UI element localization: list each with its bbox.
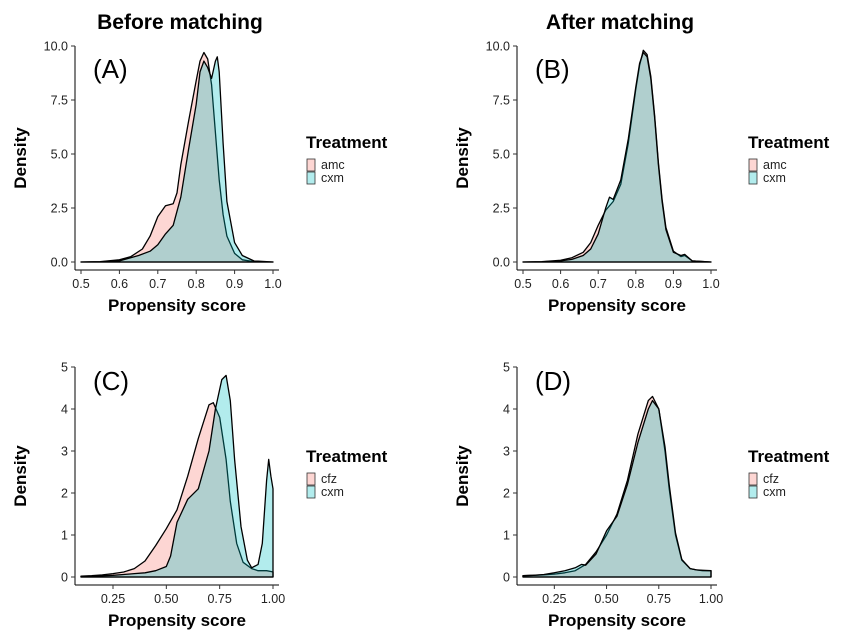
density-area-amc — [80, 51, 274, 263]
x-tick-label: 1.00 — [261, 592, 285, 606]
density-area-cxm — [522, 51, 712, 263]
x-tick-label: 0.9 — [665, 277, 682, 291]
y-tick-label: 0 — [503, 571, 510, 585]
y-tick-label: 5.0 — [493, 148, 510, 162]
legend-label-cfz: cfz — [321, 472, 337, 486]
legend-key-cfz — [306, 472, 316, 486]
y-tick-label: 0.0 — [51, 256, 68, 270]
x-tick-label: 0.75 — [647, 592, 671, 606]
y-tick-label: 3 — [503, 445, 510, 459]
x-tick-label: 0.8 — [188, 277, 205, 291]
y-tick-label: 10.0 — [486, 40, 510, 54]
y-tick-label: 0 — [61, 571, 68, 585]
x-axis-title: Propensity score — [548, 296, 686, 315]
legend-title: Treatment — [748, 133, 830, 152]
panel-c: 0.25 0.50 0.75 1.00 0 1 2 3 4 5 Propensity score De… — [11, 361, 388, 631]
y-tick-label: 5 — [61, 361, 68, 375]
legend-key-cxm — [306, 485, 316, 499]
panel-label: (B) — [535, 54, 570, 84]
x-tick-label: 1.0 — [264, 277, 281, 291]
legend-title: Treatment — [306, 447, 388, 466]
x-tick-label: 0.7 — [590, 277, 607, 291]
y-tick-label: 2 — [503, 487, 510, 501]
y-tick-label: 2.5 — [493, 202, 510, 216]
legend-key-cxm — [748, 485, 758, 499]
legend-label-cxm: cxm — [763, 485, 786, 499]
x-tick-label: 0.6 — [552, 277, 569, 291]
legend-key-cfz — [748, 472, 758, 486]
legend-title: Treatment — [306, 133, 388, 152]
density-area-cxm — [522, 399, 712, 578]
panel-b: 0.5 0.6 0.7 0.8 0.9 1.0 0.0 2.5 5.0 7.5 10.0 Propen… — [453, 40, 830, 316]
x-axis-title: Propensity score — [548, 611, 686, 630]
y-tick-label: 1 — [61, 529, 68, 543]
density-area-cfz — [80, 402, 274, 578]
x-tick-label: 0.5 — [514, 277, 531, 291]
column-title-before: Before matching — [97, 11, 263, 34]
y-tick-label: 7.5 — [51, 94, 68, 108]
legend-key-amc — [748, 158, 758, 172]
panel-label: (D) — [535, 366, 571, 396]
column-title-after: After matching — [546, 11, 694, 34]
y-tick-label: 4 — [61, 403, 68, 417]
y-tick-label: 2 — [61, 487, 68, 501]
y-axis-title: Density — [453, 445, 472, 507]
x-tick-label: 0.50 — [594, 592, 618, 606]
x-tick-label: 1.0 — [702, 277, 719, 291]
legend-label-amc: amc — [763, 158, 787, 172]
legend-label-cxm: cxm — [763, 171, 786, 185]
y-tick-label: 3 — [61, 445, 68, 459]
panel-label: (C) — [93, 366, 129, 396]
y-tick-label: 1 — [503, 529, 510, 543]
y-tick-label: 5.0 — [51, 148, 68, 162]
legend-label-amc: amc — [321, 158, 345, 172]
y-axis-title: Density — [11, 127, 30, 189]
legend-key-cxm — [306, 171, 316, 185]
y-tick-label: 2.5 — [51, 202, 68, 216]
x-tick-label: 0.7 — [149, 277, 166, 291]
density-area-cxm — [80, 374, 274, 578]
panel-a: 0.5 0.6 0.7 0.8 0.9 1.0 0.0 2.5 5.0 7.5 10.0 Propen… — [11, 40, 388, 316]
y-tick-label: 4 — [503, 403, 510, 417]
legend-key-amc — [306, 158, 316, 172]
x-tick-label: 0.6 — [111, 277, 128, 291]
x-tick-label: 0.8 — [627, 277, 644, 291]
density-area-cxm — [80, 56, 274, 263]
y-tick-label: 10.0 — [44, 40, 68, 54]
x-tick-label: 0.9 — [226, 277, 243, 291]
y-tick-label: 5 — [503, 361, 510, 375]
y-axis-title: Density — [453, 127, 472, 189]
x-tick-label: 0.25 — [101, 592, 125, 606]
panel-d: 0.25 0.50 0.75 1.00 0 1 2 3 4 5 Propensity score De… — [453, 361, 830, 631]
legend-label-cfz: cfz — [763, 472, 779, 486]
x-tick-label: 0.25 — [542, 592, 566, 606]
legend-key-cxm — [748, 171, 758, 185]
panel-label: (A) — [93, 54, 128, 84]
y-axis-title: Density — [11, 445, 30, 507]
x-axis-title: Propensity score — [108, 296, 246, 315]
legend-title: Treatment — [748, 447, 830, 466]
x-axis-title: Propensity score — [108, 611, 246, 630]
x-tick-label: 0.75 — [207, 592, 231, 606]
x-tick-label: 1.00 — [699, 592, 723, 606]
x-tick-label: 0.5 — [72, 277, 89, 291]
legend-label-cxm: cxm — [321, 485, 344, 499]
y-tick-label: 0.0 — [493, 256, 510, 270]
x-tick-label: 0.50 — [154, 592, 178, 606]
legend-label-cxm: cxm — [321, 171, 344, 185]
y-tick-label: 7.5 — [493, 94, 510, 108]
